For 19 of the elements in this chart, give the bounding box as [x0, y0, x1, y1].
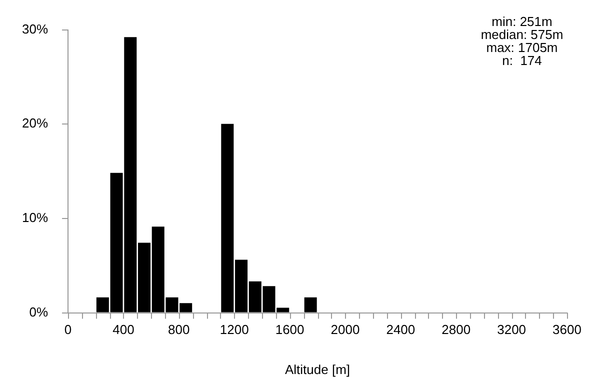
y-tick-label: 30% [22, 21, 48, 36]
x-tick-label: 400 [112, 322, 134, 338]
x-axis-title: Altitude [m] [284, 362, 350, 377]
annotation: n: 174 [502, 53, 542, 68]
y-tick-label: 0% [29, 304, 48, 320]
y-tick-label: 20% [22, 116, 48, 131]
x-tick-label: 1600 [275, 322, 304, 338]
annotation: max: 1705m [486, 40, 558, 56]
y-tick-label: 10% [22, 210, 48, 226]
x-tick-label: 3600 [552, 322, 582, 338]
x-tick-label: 2400 [386, 322, 416, 338]
annotation: median: 575m [480, 27, 564, 42]
x-tick-label: 0 [64, 322, 72, 338]
x-tick-label: 2800 [442, 322, 471, 338]
x-tick-label: 2000 [330, 322, 360, 338]
x-tick-label: 800 [168, 322, 190, 338]
x-tick-label: 3200 [497, 322, 526, 338]
text: min: 251m [492, 14, 552, 30]
x-tick-label: 1200 [220, 322, 249, 338]
